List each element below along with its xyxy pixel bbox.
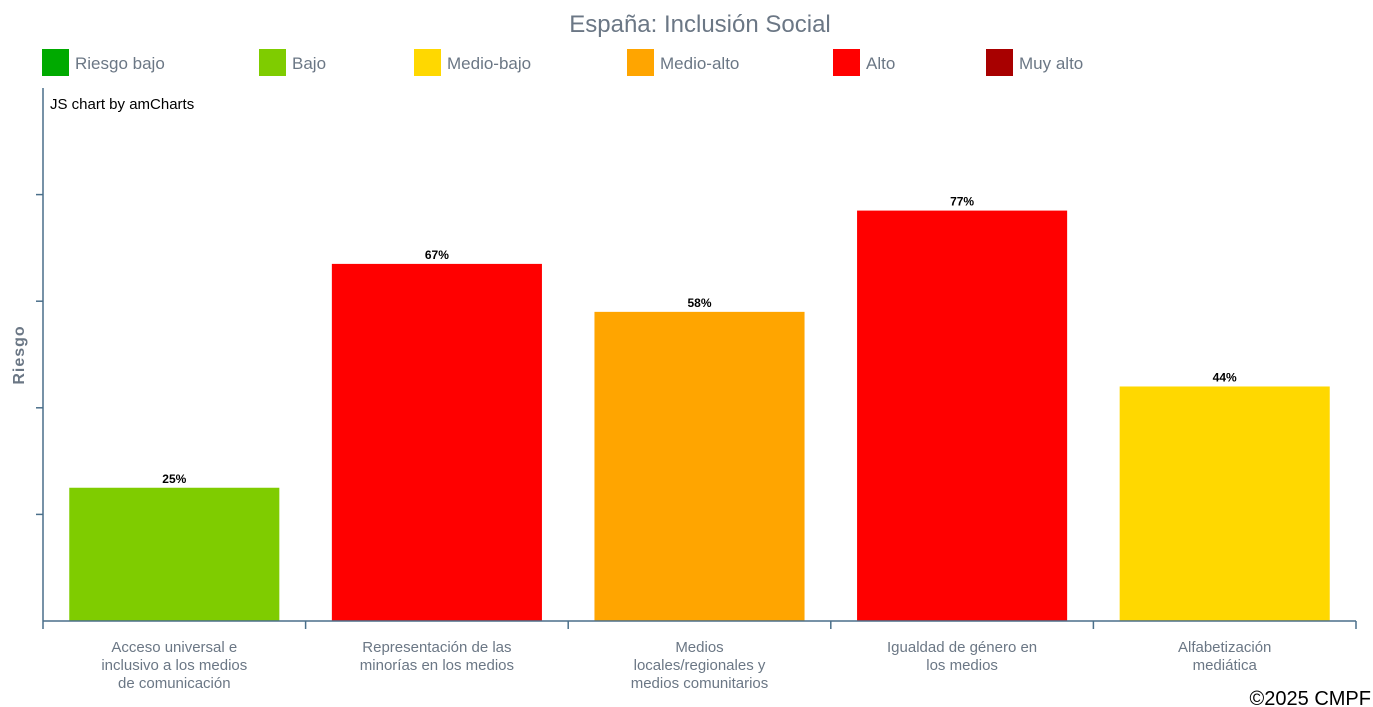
copyright-text: ©2025 CMPF <box>1250 688 1371 707</box>
legend-item[interactable]: Medio-alto <box>627 49 739 76</box>
y-axis-label: Riesgo <box>11 325 28 384</box>
legend-label: Riesgo bajo <box>75 54 165 73</box>
x-tick-label: Igualdad de género en los medios <box>887 639 1037 674</box>
x-tick-label-line: Representación de las <box>362 639 511 656</box>
data-label: 44% <box>1213 370 1237 384</box>
x-tick-label: Alfabetización mediática <box>1178 639 1271 674</box>
axes <box>36 88 1357 629</box>
x-tick-label: Acceso universal e inclusivo a los medios… <box>101 639 247 692</box>
legend-label: Muy alto <box>1019 54 1083 73</box>
bar[interactable] <box>857 210 1068 621</box>
x-tick-label-line: Igualdad de género en <box>887 639 1037 656</box>
legend-item[interactable]: Alto <box>833 49 895 76</box>
legend-swatch <box>42 49 69 76</box>
legend-label: Alto <box>866 54 895 73</box>
bar[interactable] <box>1119 386 1330 621</box>
x-tick-label-line: Acceso universal e <box>111 639 237 656</box>
x-tick-label-line: Alfabetización <box>1178 639 1271 656</box>
legend: Riesgo bajo Bajo Medio-bajo Medio-alto Alto M… <box>42 49 1083 76</box>
x-tick-label-line: inclusivo a los medios <box>101 657 247 674</box>
data-label: 67% <box>425 248 449 262</box>
legend-item[interactable]: Bajo <box>259 49 326 76</box>
legend-label: Bajo <box>292 54 326 73</box>
amcharts-watermark[interactable]: JS chart by amCharts <box>50 96 194 113</box>
x-tick-label-line: los medios <box>926 657 998 674</box>
legend-swatch <box>833 49 860 76</box>
x-tick-label-line: medios comunitarios <box>631 675 769 692</box>
x-axis-labels: Acceso universal e inclusivo a los medios… <box>101 639 1271 692</box>
bar[interactable] <box>331 263 542 621</box>
bar[interactable] <box>69 487 280 621</box>
legend-swatch <box>627 49 654 76</box>
x-tick-label: Medios locales/regionales y medios comunit… <box>631 639 769 692</box>
legend-swatch <box>986 49 1013 76</box>
legend-item[interactable]: Muy alto <box>986 49 1083 76</box>
data-label: 25% <box>162 472 186 486</box>
legend-label: Medio-alto <box>660 54 739 73</box>
bars: 25% 67% 58% 77% 44% <box>69 195 1330 621</box>
x-tick-label: Representación de las minorías en los med… <box>360 639 514 674</box>
x-tick-label-line: minorías en los medios <box>360 657 514 674</box>
legend-item[interactable]: Medio-bajo <box>414 49 531 76</box>
data-label: 77% <box>950 195 974 209</box>
chart-title: España: Inclusión Social <box>569 11 831 38</box>
x-tick-label-line: mediática <box>1193 657 1258 674</box>
x-tick-label-line: Medios <box>675 639 723 656</box>
legend-swatch <box>414 49 441 76</box>
x-tick-label-line: de comunicación <box>118 675 231 692</box>
legend-swatch <box>259 49 286 76</box>
bar[interactable] <box>594 311 805 621</box>
legend-item[interactable]: Riesgo bajo <box>42 49 165 76</box>
data-label: 58% <box>687 296 711 310</box>
x-tick-label-line: locales/regionales y <box>634 657 766 674</box>
legend-label: Medio-bajo <box>447 54 531 73</box>
